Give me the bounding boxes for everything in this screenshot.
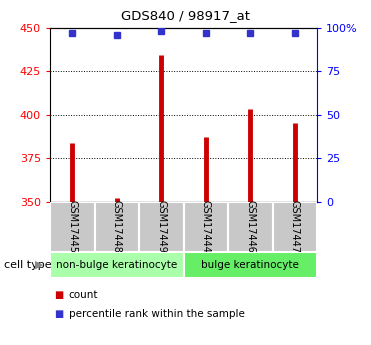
Bar — [184, 252, 317, 278]
Text: non-bulge keratinocyte: non-bulge keratinocyte — [56, 260, 177, 270]
Text: percentile rank within the sample: percentile rank within the sample — [69, 309, 244, 319]
Text: GDS840 / 98917_at: GDS840 / 98917_at — [121, 9, 250, 22]
Text: GSM17449: GSM17449 — [157, 200, 166, 253]
Bar — [273, 202, 317, 252]
Bar — [139, 202, 184, 252]
Text: GSM17446: GSM17446 — [246, 200, 255, 253]
Bar — [95, 202, 139, 252]
Text: count: count — [69, 290, 98, 300]
Text: cell type: cell type — [4, 260, 51, 270]
Bar — [184, 202, 228, 252]
Text: GSM17445: GSM17445 — [68, 200, 77, 253]
Text: ■: ■ — [54, 309, 63, 319]
Text: ■: ■ — [54, 290, 63, 300]
Text: GSM17448: GSM17448 — [112, 200, 122, 253]
Bar — [50, 202, 95, 252]
Text: bulge keratinocyte: bulge keratinocyte — [201, 260, 299, 270]
Text: GSM17444: GSM17444 — [201, 200, 211, 253]
Text: ▶: ▶ — [35, 260, 43, 270]
Bar — [50, 252, 184, 278]
Text: GSM17447: GSM17447 — [290, 200, 300, 253]
Bar — [228, 202, 273, 252]
